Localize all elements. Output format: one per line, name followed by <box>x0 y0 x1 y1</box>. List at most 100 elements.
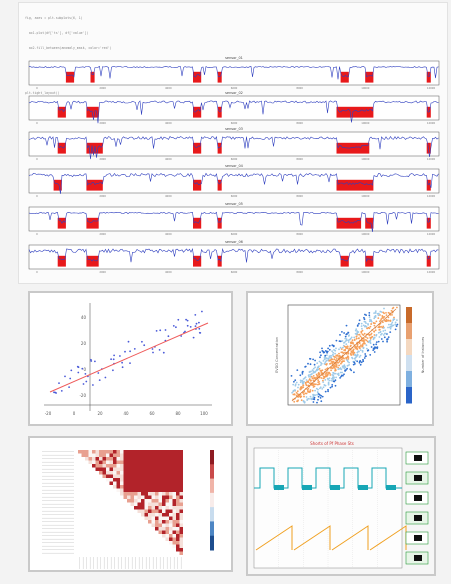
heatmap-cell <box>155 502 159 506</box>
heatmap-cell <box>162 502 166 506</box>
heatmap-cell <box>172 485 176 489</box>
anomaly-block <box>365 255 374 267</box>
density-point <box>318 365 320 368</box>
density-point <box>358 345 361 348</box>
density-point <box>307 381 310 384</box>
heatmap-cell <box>158 450 162 454</box>
density-point <box>393 316 395 319</box>
heatmap-cell <box>179 544 183 548</box>
heatmap-cell <box>137 499 141 503</box>
x-tick-label: 12000 <box>427 232 436 236</box>
density-point <box>335 339 338 342</box>
heatmap-cell <box>92 457 96 461</box>
anomaly-block <box>426 142 431 154</box>
heatmap-cell <box>172 474 176 478</box>
anomaly-block <box>57 106 66 118</box>
density-point <box>299 388 302 390</box>
scatter-point <box>104 376 107 379</box>
heatmap-cell <box>179 471 183 475</box>
heatmap-cell <box>106 453 110 457</box>
heatmap-cell <box>169 502 173 506</box>
density-point <box>348 361 350 364</box>
density-point <box>370 323 372 325</box>
anomaly-block <box>340 255 349 267</box>
heatmap-cell <box>134 464 138 468</box>
heatmap-cell <box>179 541 183 545</box>
density-point <box>373 351 376 353</box>
heatmap-cell <box>169 457 173 461</box>
heatmap-cell <box>148 513 152 517</box>
heatmap-cell <box>137 460 141 464</box>
density-point <box>313 398 316 401</box>
side-panel-indicator <box>414 555 422 561</box>
scatter-point <box>90 360 93 362</box>
density-point <box>343 367 346 370</box>
heatmap-cell <box>179 530 183 534</box>
heatmap-cell <box>81 450 85 454</box>
heatmap-cell <box>155 492 159 496</box>
scatter-point <box>112 369 114 372</box>
heatmap-cell <box>151 492 155 496</box>
heatmap-cell <box>176 495 180 499</box>
density-point <box>324 368 327 371</box>
heatmap-cell <box>113 481 117 485</box>
oscilloscope-thumbnail[interactable]: Shorts of Pf Phase Sts <box>246 436 436 576</box>
density-point <box>316 391 319 393</box>
scatter-point <box>151 348 154 350</box>
side-panel-indicator <box>414 455 422 461</box>
density-point <box>342 352 345 355</box>
density-point <box>291 391 293 394</box>
heatmap-cell <box>162 450 166 454</box>
density-point <box>309 363 312 366</box>
anomaly-block <box>86 217 99 229</box>
heatmap-cell <box>144 495 148 499</box>
heatmap-cell <box>158 474 162 478</box>
density-point <box>301 381 304 384</box>
density-point <box>387 319 390 322</box>
heatmap-cell <box>165 520 169 524</box>
x-tick-label: 10000 <box>361 157 370 161</box>
density-point <box>391 324 394 327</box>
correlation-heatmap-thumbnail[interactable] <box>28 436 233 572</box>
regression-line <box>49 322 209 393</box>
scatter-point <box>94 360 96 363</box>
heatmap-cell <box>176 502 180 506</box>
heatmap-cell <box>176 534 180 538</box>
heatmap-cell <box>158 464 162 468</box>
heatmap-cell <box>172 527 176 531</box>
density-point <box>339 334 341 336</box>
heatmap-cell <box>151 520 155 524</box>
density-point <box>317 371 320 374</box>
density-point <box>334 352 336 355</box>
density-scatter-thumbnail[interactable]: EVDD Concentration Number of Instances <box>246 291 434 426</box>
density-point <box>320 369 323 372</box>
heatmap-cell <box>172 450 176 454</box>
density-point <box>339 371 342 374</box>
x-tick-label: 60 <box>149 411 155 416</box>
anomaly-block <box>426 179 431 191</box>
density-point <box>344 370 346 372</box>
density-point <box>341 371 343 374</box>
heatmap-cell <box>155 527 159 531</box>
x-tick-label: 6000 <box>231 232 238 236</box>
heatmap-cell <box>106 467 110 471</box>
heatmap-cell <box>102 457 106 461</box>
heatmap-cell <box>148 457 152 461</box>
panel-title: sensor_05 <box>225 202 243 206</box>
scatter-point <box>110 358 112 361</box>
density-point <box>340 351 343 354</box>
scatter-point <box>58 382 60 384</box>
scatter-point <box>186 319 189 322</box>
heatmap-cell <box>179 460 183 464</box>
anomaly-block <box>336 106 374 118</box>
heatmap-cell <box>172 478 176 482</box>
heatmap-cell <box>95 457 99 461</box>
density-point <box>364 353 367 355</box>
anomaly-block <box>217 142 222 154</box>
heatmap-cell <box>176 474 180 478</box>
panel-2: sensor_02 0 2000 4000 6000 8000 10000 12000 <box>28 91 440 125</box>
heatmap-cell <box>127 464 131 468</box>
density-point <box>326 363 328 365</box>
regression-scatter-thumbnail[interactable]: -20 0 20 40 60 80 100 40 20 0 -20 <box>28 291 233 426</box>
density-point <box>305 396 308 398</box>
